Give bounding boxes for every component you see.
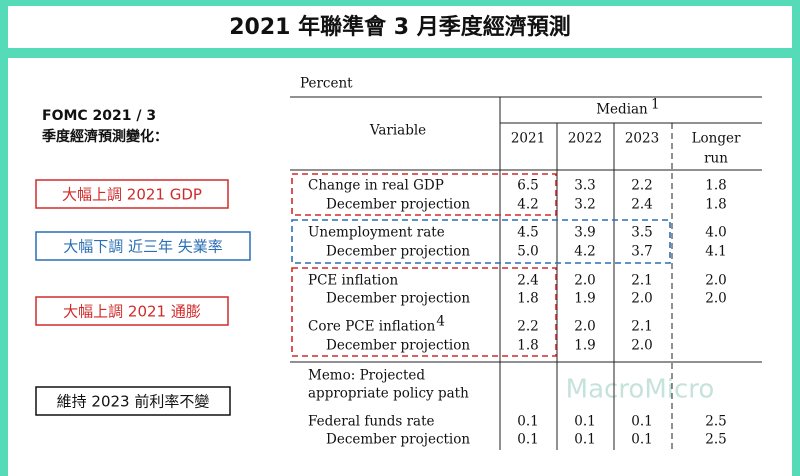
note: 大幅上調 2021 GDP [62,186,202,204]
footnote-mark: 1 [651,97,660,113]
footnote-mark: 4 [436,314,445,330]
row-label: Core PCE inflation [308,319,436,335]
row-label: December projection [326,197,470,213]
longer-run-header: run [704,151,728,167]
cell: 2.2 [631,178,652,194]
memo: Memo: Projected [308,368,425,384]
cell: 2.4 [517,273,538,289]
cell: 5.0 [517,244,538,260]
cell: 0.1 [517,414,538,430]
cell: 2.0 [574,273,595,289]
cell: 2.1 [631,319,652,335]
cell: 1.8 [517,291,538,307]
sidebar-heading: FOMC 2021 / 3 [42,108,156,124]
cell: 0.1 [517,432,538,448]
note: 大幅上調 2021 通膨 [63,303,201,321]
cell: 3.3 [574,178,595,194]
watermark: MacroMicro [566,375,715,405]
cell: 2.0 [705,291,726,307]
cell: 6.5 [517,178,538,194]
cell: 4.2 [517,197,538,213]
cell: 3.9 [574,225,595,241]
cell: 1.9 [574,338,595,354]
note-box [35,231,251,261]
cell: 2.5 [705,432,726,448]
row-label: Federal funds rate [308,414,435,430]
year-header: 2023 [625,131,659,147]
cell: 1.8 [705,197,726,213]
cell: 4.1 [705,244,726,260]
note-box [35,386,231,416]
row-label: Unemployment rate [308,225,445,241]
cell: 3.2 [574,197,595,213]
row-label: Change in real GDP [308,178,444,194]
cell: 0.1 [574,432,595,448]
cell: 3.5 [631,225,652,241]
year-header: 2022 [568,131,602,147]
sidebar-heading: 季度經濟預測變化： [41,128,168,145]
cell: 2.0 [705,273,726,289]
row-label: December projection [326,291,470,307]
cell: 4.5 [517,225,538,241]
cell: 3.7 [631,244,652,260]
row-label: PCE inflation [308,273,398,289]
unit: Percent [300,76,353,92]
cell: 2.0 [631,291,652,307]
variable-header: Variable [369,123,426,139]
note-box [35,179,229,209]
cell: 4.2 [574,244,595,260]
cell: 1.9 [574,291,595,307]
highlight-box [291,173,557,216]
row-label: December projection [326,432,470,448]
cell: 2.5 [705,414,726,430]
highlight-box [291,267,557,357]
title-bar [8,6,792,48]
highlight-box [291,219,671,264]
cell: 2.0 [574,319,595,335]
row-label: December projection [326,338,470,354]
note-box [35,296,229,326]
title: 2021 年聯準會 3 月季度經濟預測 [229,14,571,40]
year-header: 2021 [511,131,545,147]
cell: 2.2 [517,319,538,335]
median-header: Median [596,102,648,118]
cell: 0.1 [631,432,652,448]
longer-run-header: Longer [692,131,741,147]
cell: 2.1 [631,273,652,289]
cell: 1.8 [705,178,726,194]
note: 維持 2023 前利率不變 [57,393,210,411]
cell: 2.4 [631,197,652,213]
row-label: December projection [326,244,470,260]
cell: 2.0 [631,338,652,354]
cell: 1.8 [517,338,538,354]
cell: 0.1 [574,414,595,430]
note: 大幅下調 近三年 失業率 [63,238,223,256]
memo: appropriate policy path [308,386,469,402]
cell: 0.1 [631,414,652,430]
cell: 4.0 [705,225,726,241]
